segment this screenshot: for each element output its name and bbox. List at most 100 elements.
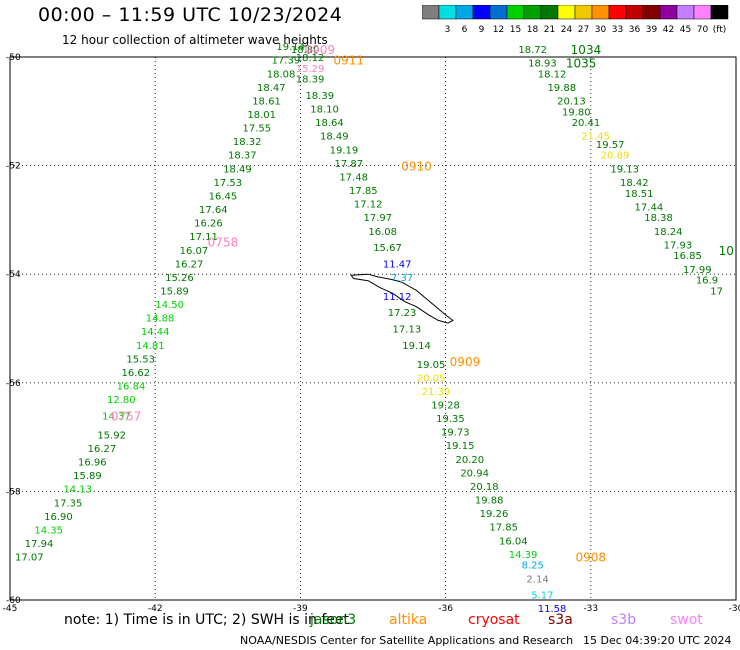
wave-height-label: 18.49 [320,132,349,143]
wave-height-label: 18.37 [228,151,257,162]
wave-height-label: 19.28 [431,401,460,412]
pass-time-label: 1034 [571,43,602,57]
wave-height-label: 19.57 [596,140,625,151]
wave-height-label: 18.01 [247,110,276,121]
color-scale-label: 36 [629,25,641,35]
satellite-legend-item: jason3 [310,612,357,628]
page-subtitle: 12 hour collection of altimeter wave hei… [62,33,328,47]
wave-height-label: 18.42 [620,178,649,189]
credit-line: NOAA/NESDIS Center for Satellite Applica… [240,634,574,647]
wave-height-label: 17.11 [189,232,218,243]
pass-time-label: 1035 [566,56,597,70]
pass-time-label: 0911 [334,54,365,68]
wave-height-label: 17.99 [683,265,712,276]
color-scale-unit: (ft) [713,25,727,35]
pass-time-label: 0757 [111,409,142,423]
color-scale-label: 33 [612,25,623,35]
color-scale-label: 21 [544,25,555,35]
wave-height-label: 11.58 [538,604,567,612]
color-scale-label: 39 [646,25,658,35]
page-title: 00:00 – 11:59 UTC 10/23/2024 [38,4,343,26]
wave-height-label: 18.08 [267,69,296,80]
wave-height-label: 11.12 [383,292,412,303]
wave-height-label: 17.85 [489,523,518,534]
wave-height-label: 20.13 [557,96,586,107]
wave-height-label: 15.53 [126,354,155,365]
lat-tick-label: -56 [6,379,21,389]
wave-height-label: 19.14 [402,341,431,352]
wave-height-label: 12.80 [107,395,136,406]
wave-height-label: 16.27 [88,444,117,455]
color-scale-label: 30 [595,25,607,35]
color-scale-label: 12 [493,25,504,35]
lon-tick-label: -39 [293,604,308,612]
lat-tick-label: -50 [6,53,21,63]
wave-height-label: 18.49 [223,164,252,175]
color-scale-label: 42 [663,25,674,35]
wave-height-label: 16.96 [78,458,107,469]
wave-height-label: 18.12 [538,69,567,80]
wave-height-label: 19.05 [417,360,446,371]
wave-height-label: 18.47 [257,83,286,94]
satellite-legend-item: s3b [611,612,637,628]
wave-height-label: 16.27 [175,259,204,270]
color-swatch [710,5,729,20]
color-scale-label: 15 [510,25,521,35]
lat-tick-label: -52 [6,162,21,172]
wave-height-label: 16.9 [696,276,718,287]
wave-height-label: 14.81 [136,341,165,352]
lat-tick-label: -60 [6,596,21,606]
wave-height-label: 14.39 [509,550,538,561]
wave-height-label: 18.32 [233,137,262,148]
pass-time-label: 0910 [401,160,432,174]
pass-time-label: 0908 [576,551,607,565]
wave-height-label: 17.53 [213,178,242,189]
wave-height-label: 19.14 [276,42,305,53]
wave-height-label: 14.37 [102,411,131,422]
color-scale-label: 27 [578,25,589,35]
footer-note: note: 1) Time is in UTC; 2) SWH is in fe… [64,612,350,628]
wave-height-label: 16.45 [209,191,238,202]
wave-height-label: 19.19 [330,145,359,156]
wave-height-label: 17.44 [635,202,664,213]
color-scale-label: 18 [527,25,539,35]
color-scale-label: 3 [445,25,451,35]
wave-height-label: 21.39 [422,387,451,398]
wave-height-label: 18.39 [296,75,325,86]
wave-height-label: 5.17 [531,591,553,602]
wave-height-label: 2.14 [526,574,548,585]
wave-height-label: 21.45 [581,132,610,143]
wave-height-label: 7.37 [391,273,413,284]
pass-time-label: 10 [719,244,734,258]
wave-height-label: 20.94 [460,468,489,479]
coastline [350,273,454,324]
wave-height-label: 15.89 [73,471,102,482]
wave-height-label: 14.35 [34,525,63,536]
wave-height-label: 20.05 [417,373,446,384]
lon-tick-label: -36 [438,604,453,612]
wave-height-label: 18.61 [252,96,281,107]
wave-height-label: 16.90 [44,512,73,523]
wave-height-label: 19.13 [610,164,639,175]
lat-tick-label: -58 [6,487,21,497]
wave-height-label: 18.39 [305,91,334,102]
wave-height-label: 19.88 [475,496,504,507]
wave-height-label: 18.10 [310,105,339,116]
wave-height-label: 18.38 [644,213,673,224]
color-scale-legend: 3 6 9 12 15 18 21 24 27 30 33 36 39 42 45 70 (ft) [422,5,729,35]
wave-height-label: 19.73 [441,428,470,439]
wave-height-label: 11.47 [383,259,412,270]
wave-height-label: 20.89 [601,151,630,162]
wave-height-label: 20.41 [572,118,601,129]
color-scale-label: 70 [697,25,709,35]
wave-height-label: 17.13 [393,325,422,336]
wave-height-label: 19.15 [446,441,475,452]
wave-height-label: 14.50 [155,300,184,311]
pass-time-label: 0909 [304,43,335,57]
pass-time-label: 0909 [450,355,481,369]
wave-height-label: 17.55 [243,124,272,135]
wave-height-label: 17.93 [664,240,693,251]
wave-height-label: 18.93 [528,58,557,69]
wave-height-label: 20.20 [455,455,484,466]
pass-time-label: 0758 [208,236,239,250]
